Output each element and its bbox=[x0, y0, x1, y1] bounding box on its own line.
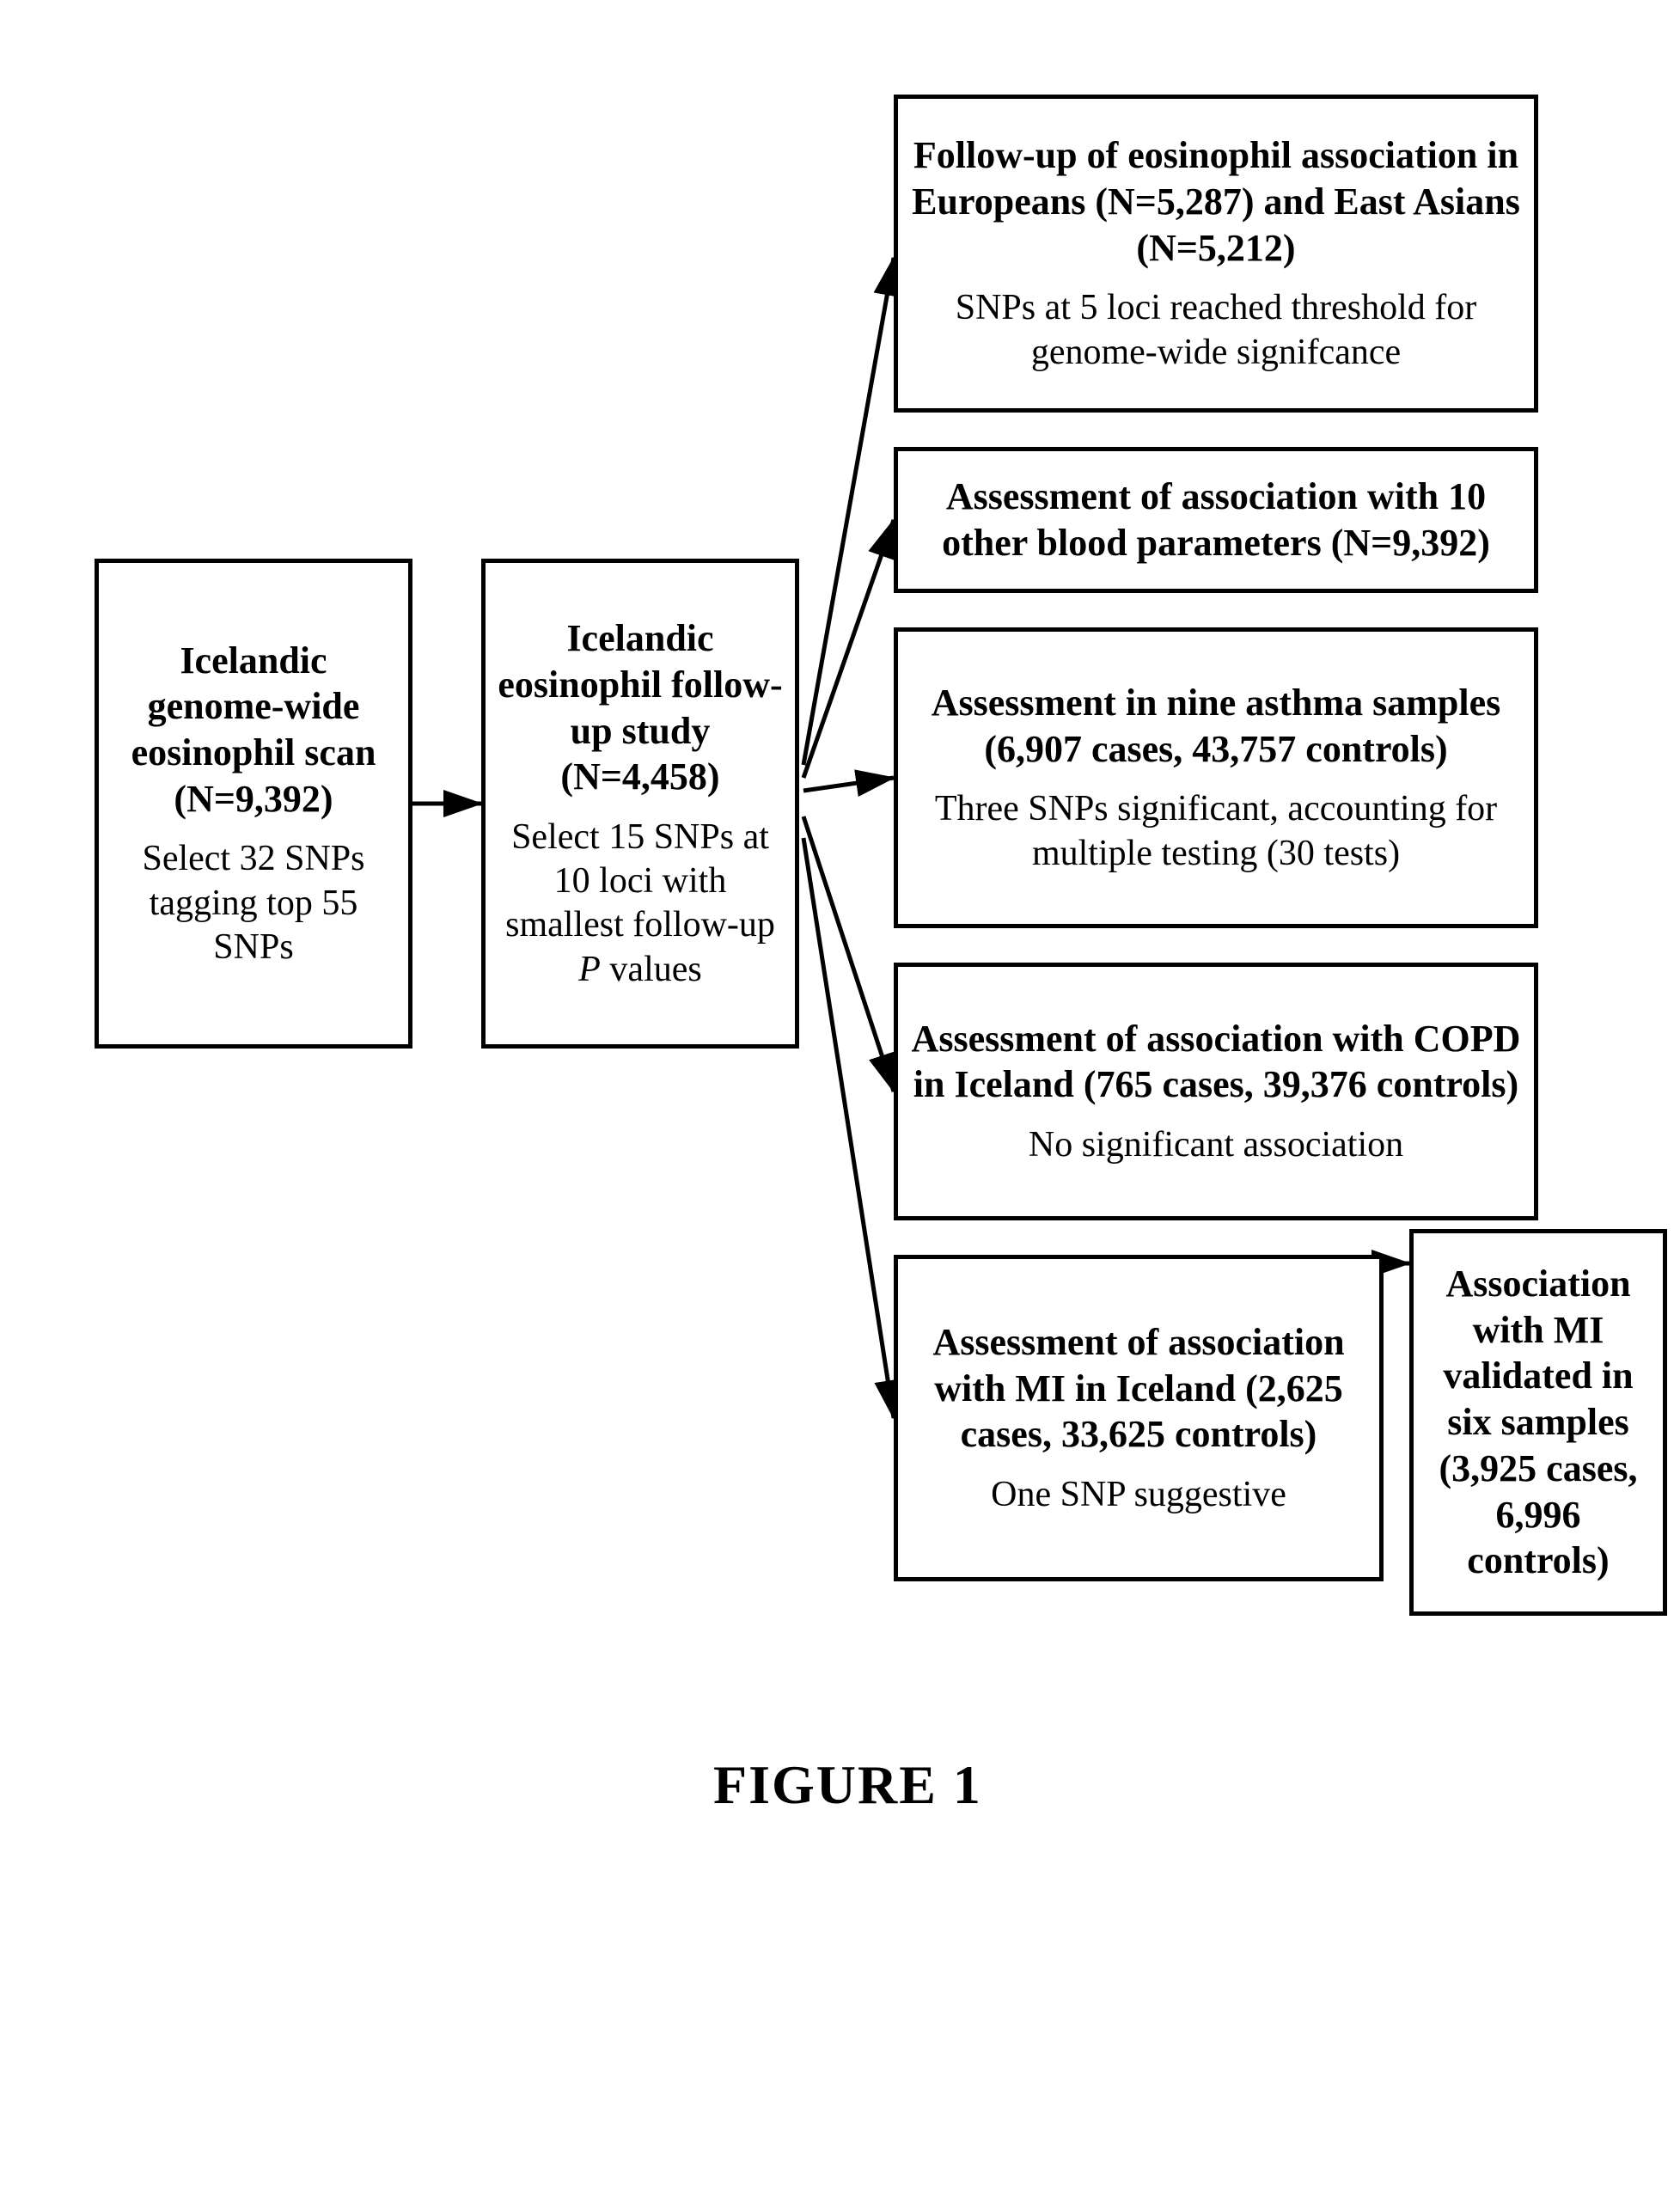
box-subtext: No significant association bbox=[1029, 1123, 1403, 1167]
box-title: Association with MI validated in six sam… bbox=[1424, 1261, 1653, 1584]
box-title: Assessment of association with MI in Ice… bbox=[908, 1319, 1369, 1458]
spacer bbox=[496, 807, 785, 809]
arrow-followup-to-mi_iceland bbox=[803, 838, 894, 1418]
arrow-followup-to-eos_followup bbox=[803, 258, 894, 765]
spacer bbox=[908, 1464, 1369, 1466]
box-eosinophil-followup: Follow-up of eosinophil association in E… bbox=[894, 95, 1538, 413]
box-title: Icelandic eosinophil follow-up study (N=… bbox=[496, 615, 785, 800]
page: Icelandic genome-wide eosinophil scan (N… bbox=[0, 0, 1680, 2189]
spacer bbox=[908, 779, 1524, 780]
box-subtext: SNPs at 5 loci reached threshold for gen… bbox=[908, 286, 1524, 374]
spacer bbox=[908, 278, 1524, 279]
box-subtext: Select 15 SNPs at 10 loci with smallest … bbox=[496, 816, 785, 992]
arrow-followup-to-asthma bbox=[803, 778, 894, 791]
box-subtext: One SNP suggestive bbox=[991, 1473, 1286, 1517]
spacer bbox=[908, 1115, 1524, 1116]
box-mi-iceland: Assessment of association with MI in Ice… bbox=[894, 1255, 1384, 1581]
figure-label: FIGURE 1 bbox=[713, 1753, 982, 1817]
box-mi-validated: Association with MI validated in six sam… bbox=[1409, 1229, 1667, 1616]
arrow-followup-to-copd bbox=[803, 816, 894, 1091]
box-title: Icelandic genome-wide eosinophil scan (N… bbox=[109, 638, 398, 822]
arrow-followup-to-blood bbox=[803, 520, 894, 778]
box-icelandic-scan: Icelandic genome-wide eosinophil scan (N… bbox=[95, 559, 412, 1049]
box-title: Assessment of association with COPD in I… bbox=[908, 1016, 1524, 1108]
box-title: Assessment of association with 10 other … bbox=[908, 474, 1524, 566]
box-subtext: Three SNPs significant, accounting for m… bbox=[908, 787, 1524, 875]
box-copd-assessment: Assessment of association with COPD in I… bbox=[894, 963, 1538, 1220]
box-blood-parameters: Assessment of association with 10 other … bbox=[894, 447, 1538, 593]
spacer bbox=[109, 829, 398, 830]
box-asthma-assessment: Assessment in nine asthma samples (6,907… bbox=[894, 627, 1538, 928]
box-subtext: Select 32 SNPs tagging top 55 SNPs bbox=[109, 837, 398, 969]
box-title: Follow-up of eosinophil association in E… bbox=[908, 132, 1524, 271]
box-icelandic-followup: Icelandic eosinophil follow-up study (N=… bbox=[481, 559, 799, 1049]
box-title: Assessment in nine asthma samples (6,907… bbox=[908, 680, 1524, 772]
